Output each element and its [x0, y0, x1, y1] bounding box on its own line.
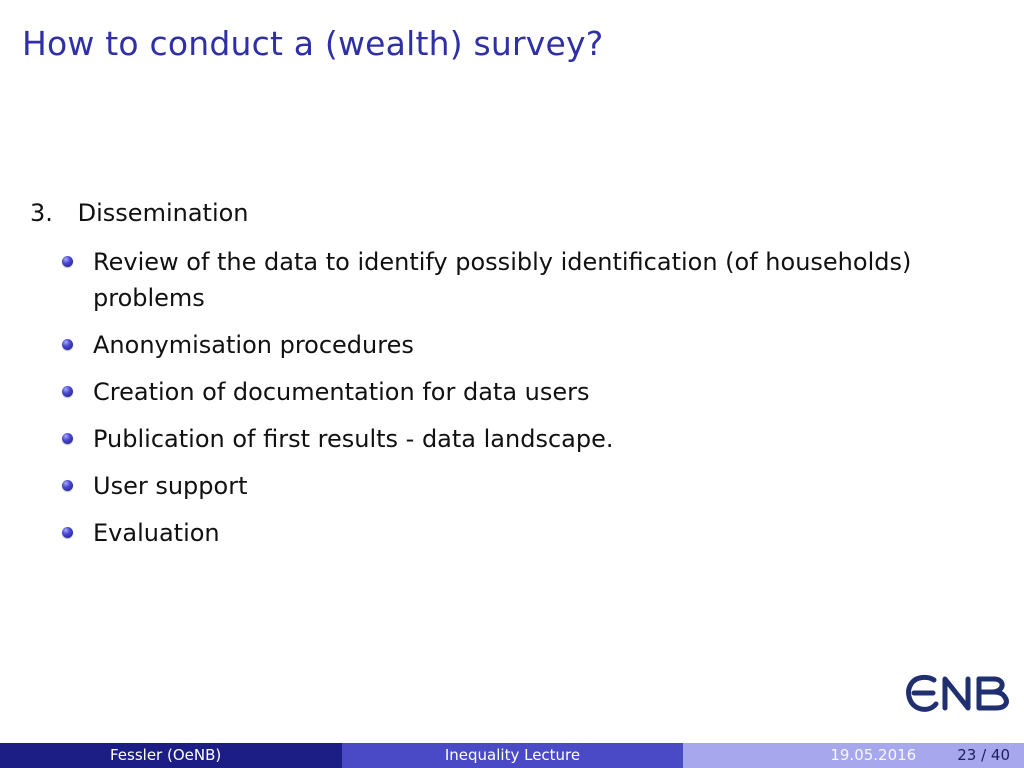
bullet-item-review: Review of the data to identify possibly … — [62, 244, 992, 316]
bullet-dot-icon — [62, 527, 73, 538]
footer-lecture-section: Inequality Lecture — [342, 743, 683, 768]
bullet-text: Review of the data to identify possibly … — [93, 248, 912, 312]
footer-date: 19.05.2016 — [830, 746, 917, 764]
bullet-item-evaluation: Evaluation — [62, 515, 992, 551]
page-number: 23 / 40 — [957, 746, 1010, 764]
bullet-text: Anonymisation procedures — [93, 331, 414, 359]
slide-title: How to conduct a (wealth) survey? — [22, 24, 604, 63]
section-number: 3. — [30, 199, 53, 227]
slide-footer: Fessler (OeNB) Inequality Lecture 19.05.… — [0, 743, 1024, 768]
bullet-text: User support — [93, 472, 248, 500]
section-title: Dissemination — [77, 199, 249, 227]
footer-lecture-title: Inequality Lecture — [444, 746, 581, 764]
bullet-dot-icon — [62, 433, 73, 444]
bullet-item-documentation: Creation of documentation for data users — [62, 374, 992, 410]
bullet-text: Evaluation — [93, 519, 220, 547]
footer-author: Fessler (OeNB) — [110, 746, 222, 764]
bullet-dot-icon — [62, 339, 73, 350]
bullet-dot-icon — [62, 480, 73, 491]
enumerated-section: 3. Dissemination — [30, 199, 249, 227]
bullet-list: Review of the data to identify possibly … — [62, 244, 992, 562]
bullet-text: Publication of first results - data land… — [93, 425, 614, 453]
bullet-item-user-support: User support — [62, 468, 992, 504]
bullet-text: Creation of documentation for data users — [93, 378, 590, 406]
bullet-dot-icon — [62, 386, 73, 397]
bullet-item-anonymisation: Anonymisation procedures — [62, 327, 992, 363]
bullet-dot-icon — [62, 256, 73, 267]
footer-author-section: Fessler (OeNB) — [0, 743, 342, 768]
bullet-item-publication: Publication of first results - data land… — [62, 421, 992, 457]
onb-logo — [906, 674, 1009, 712]
footer-date-page-section: 19.05.2016 23 / 40 — [683, 743, 1024, 768]
